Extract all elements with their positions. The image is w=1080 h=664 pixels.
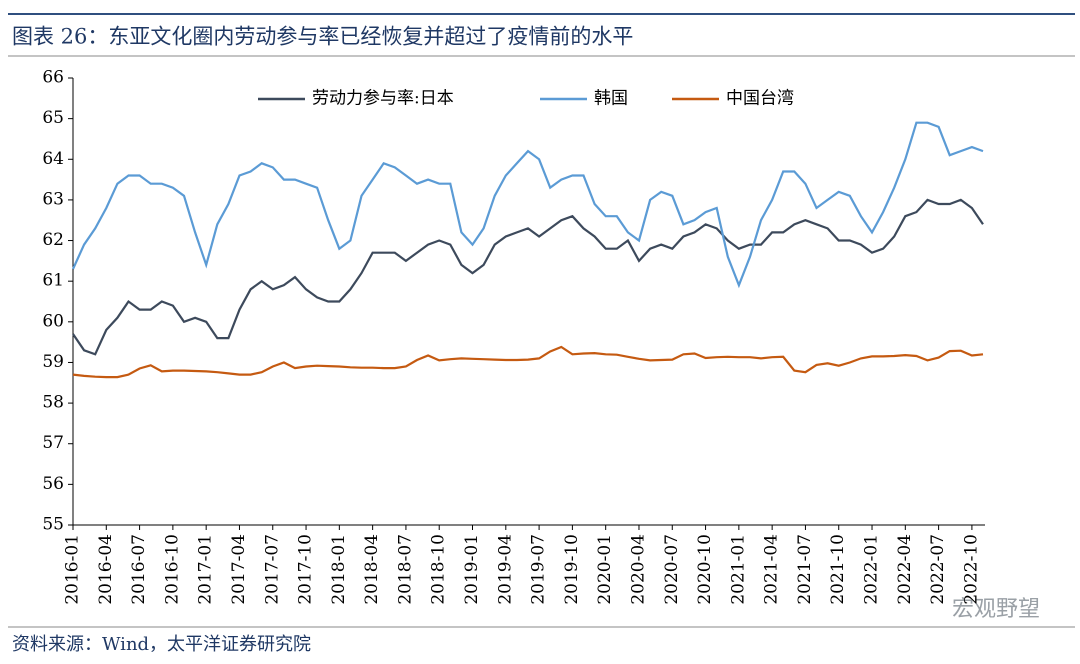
y-tick-label: 66 xyxy=(42,68,64,88)
y-tick-label: 61 xyxy=(42,271,64,291)
x-tick-label: 2019-01 xyxy=(462,534,482,605)
x-tick-label: 2022-04 xyxy=(895,534,915,605)
y-tick-label: 63 xyxy=(42,189,64,209)
series-line xyxy=(72,198,984,356)
x-tick-label: 2017-07 xyxy=(262,534,282,605)
x-tick-label: 2017-04 xyxy=(229,534,249,605)
y-tick-label: 60 xyxy=(42,311,64,331)
x-tick-label: 2016-10 xyxy=(162,534,182,605)
series-line xyxy=(72,345,984,379)
x-tick-label: 2020-04 xyxy=(628,534,648,605)
x-tick-label: 2021-01 xyxy=(728,534,748,605)
x-tick-label: 2021-10 xyxy=(828,534,848,605)
x-tick-label: 2022-10 xyxy=(961,534,981,605)
legend-label: 韩国 xyxy=(594,89,628,109)
watermark: 宏观野望 xyxy=(952,597,1040,622)
x-tick-label: 2019-07 xyxy=(529,534,549,605)
x-tick-label: 2017-01 xyxy=(196,534,216,605)
x-tick-label: 2018-01 xyxy=(329,534,349,605)
x-tick-label: 2022-07 xyxy=(928,534,948,605)
x-tick-label: 2022-01 xyxy=(862,534,882,605)
y-tick-label: 62 xyxy=(42,230,64,250)
x-tick-label: 2016-04 xyxy=(96,534,116,605)
chart-title: 图表 26：东亚文化圈内劳动参与率已经恢复并超过了疫情前的水平 xyxy=(12,25,633,49)
x-tick-label: 2018-04 xyxy=(362,534,382,605)
x-tick-label: 2016-01 xyxy=(63,534,83,605)
x-tick-label: 2020-07 xyxy=(662,534,682,605)
legend-label: 中国台湾 xyxy=(726,89,794,109)
legend-label: 劳动力参与率:日本 xyxy=(312,89,454,109)
x-tick-label: 2016-07 xyxy=(129,534,149,605)
y-tick-label: 65 xyxy=(42,108,64,128)
x-tick-label: 2019-10 xyxy=(562,534,582,605)
x-tick-label: 2021-07 xyxy=(795,534,815,605)
y-tick-label: 64 xyxy=(42,149,64,169)
source: 资料来源：Wind，太平洋证券研究院 xyxy=(12,634,311,655)
x-tick-label: 2017-10 xyxy=(296,534,316,605)
x-tick-label: 2021-04 xyxy=(762,534,782,605)
y-tick-label: 55 xyxy=(42,515,64,535)
series-line xyxy=(71,121,984,289)
y-tick-label: 58 xyxy=(42,393,64,413)
x-tick-label: 2020-01 xyxy=(595,534,615,605)
y-tick-label: 59 xyxy=(42,352,64,372)
y-tick-label: 56 xyxy=(42,474,64,494)
x-tick-label: 2020-10 xyxy=(695,534,715,605)
x-tick-label: 2019-04 xyxy=(495,534,515,605)
x-tick-label: 2018-07 xyxy=(395,534,415,605)
y-tick-label: 57 xyxy=(42,433,64,453)
x-tick-label: 2018-10 xyxy=(429,534,449,605)
